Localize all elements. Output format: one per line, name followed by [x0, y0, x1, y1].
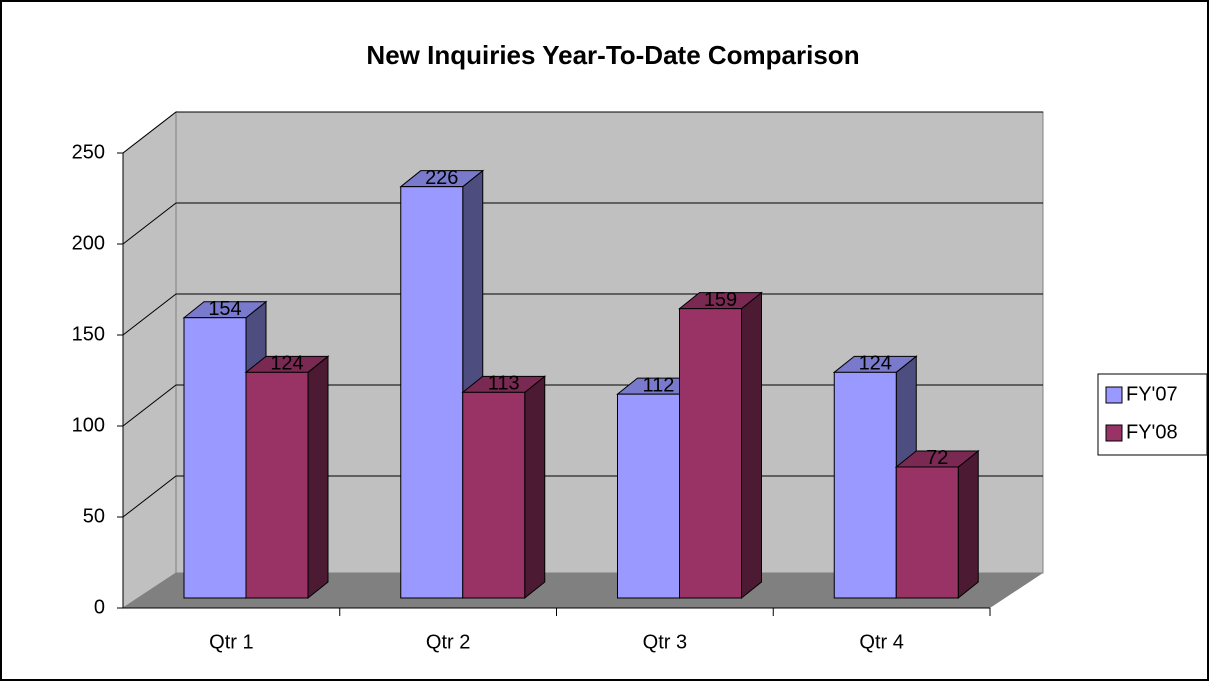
bar-side	[524, 375, 546, 600]
value-label: 154	[208, 298, 241, 320]
bar	[462, 391, 526, 599]
value-label: 159	[704, 289, 737, 311]
chart-title: New Inquiries Year-To-Date Comparison	[366, 40, 859, 70]
bar	[400, 186, 464, 599]
legend-label: FY'07	[1126, 383, 1178, 405]
value-label: 226	[425, 167, 458, 189]
floor	[123, 573, 1043, 608]
legend-label: FY'08	[1126, 421, 1178, 443]
x-tick-label: Qtr 2	[426, 631, 470, 653]
value-label: 124	[859, 353, 892, 375]
grid-line	[122, 111, 1043, 154]
bar	[895, 466, 959, 599]
bar	[245, 371, 309, 599]
y-tick-label: 0	[94, 596, 105, 618]
grid-line	[122, 202, 1043, 245]
x-tick-label: Qtr 1	[209, 631, 253, 653]
y-tick-label: 100	[72, 414, 105, 436]
bar	[183, 317, 247, 599]
y-tick-label: 200	[72, 232, 105, 254]
value-label: 113	[488, 373, 520, 395]
bar-side	[307, 355, 329, 600]
legend-swatch	[1105, 386, 1123, 404]
value-label: 124	[270, 353, 303, 375]
y-tick-label: 50	[83, 505, 105, 527]
side-wall	[122, 110, 177, 609]
bar	[679, 308, 742, 599]
bar-side	[741, 291, 762, 600]
bar	[617, 393, 680, 599]
value-label: 112	[643, 374, 675, 396]
y-tick-label: 250	[72, 141, 105, 163]
value-label: 72	[926, 447, 948, 469]
legend-swatch	[1105, 424, 1123, 442]
bar-side	[957, 449, 979, 600]
bar	[833, 371, 897, 599]
x-tick-label: Qtr 3	[643, 631, 687, 653]
x-tick-label: Qtr 4	[859, 631, 903, 653]
y-tick-label: 150	[72, 323, 105, 345]
